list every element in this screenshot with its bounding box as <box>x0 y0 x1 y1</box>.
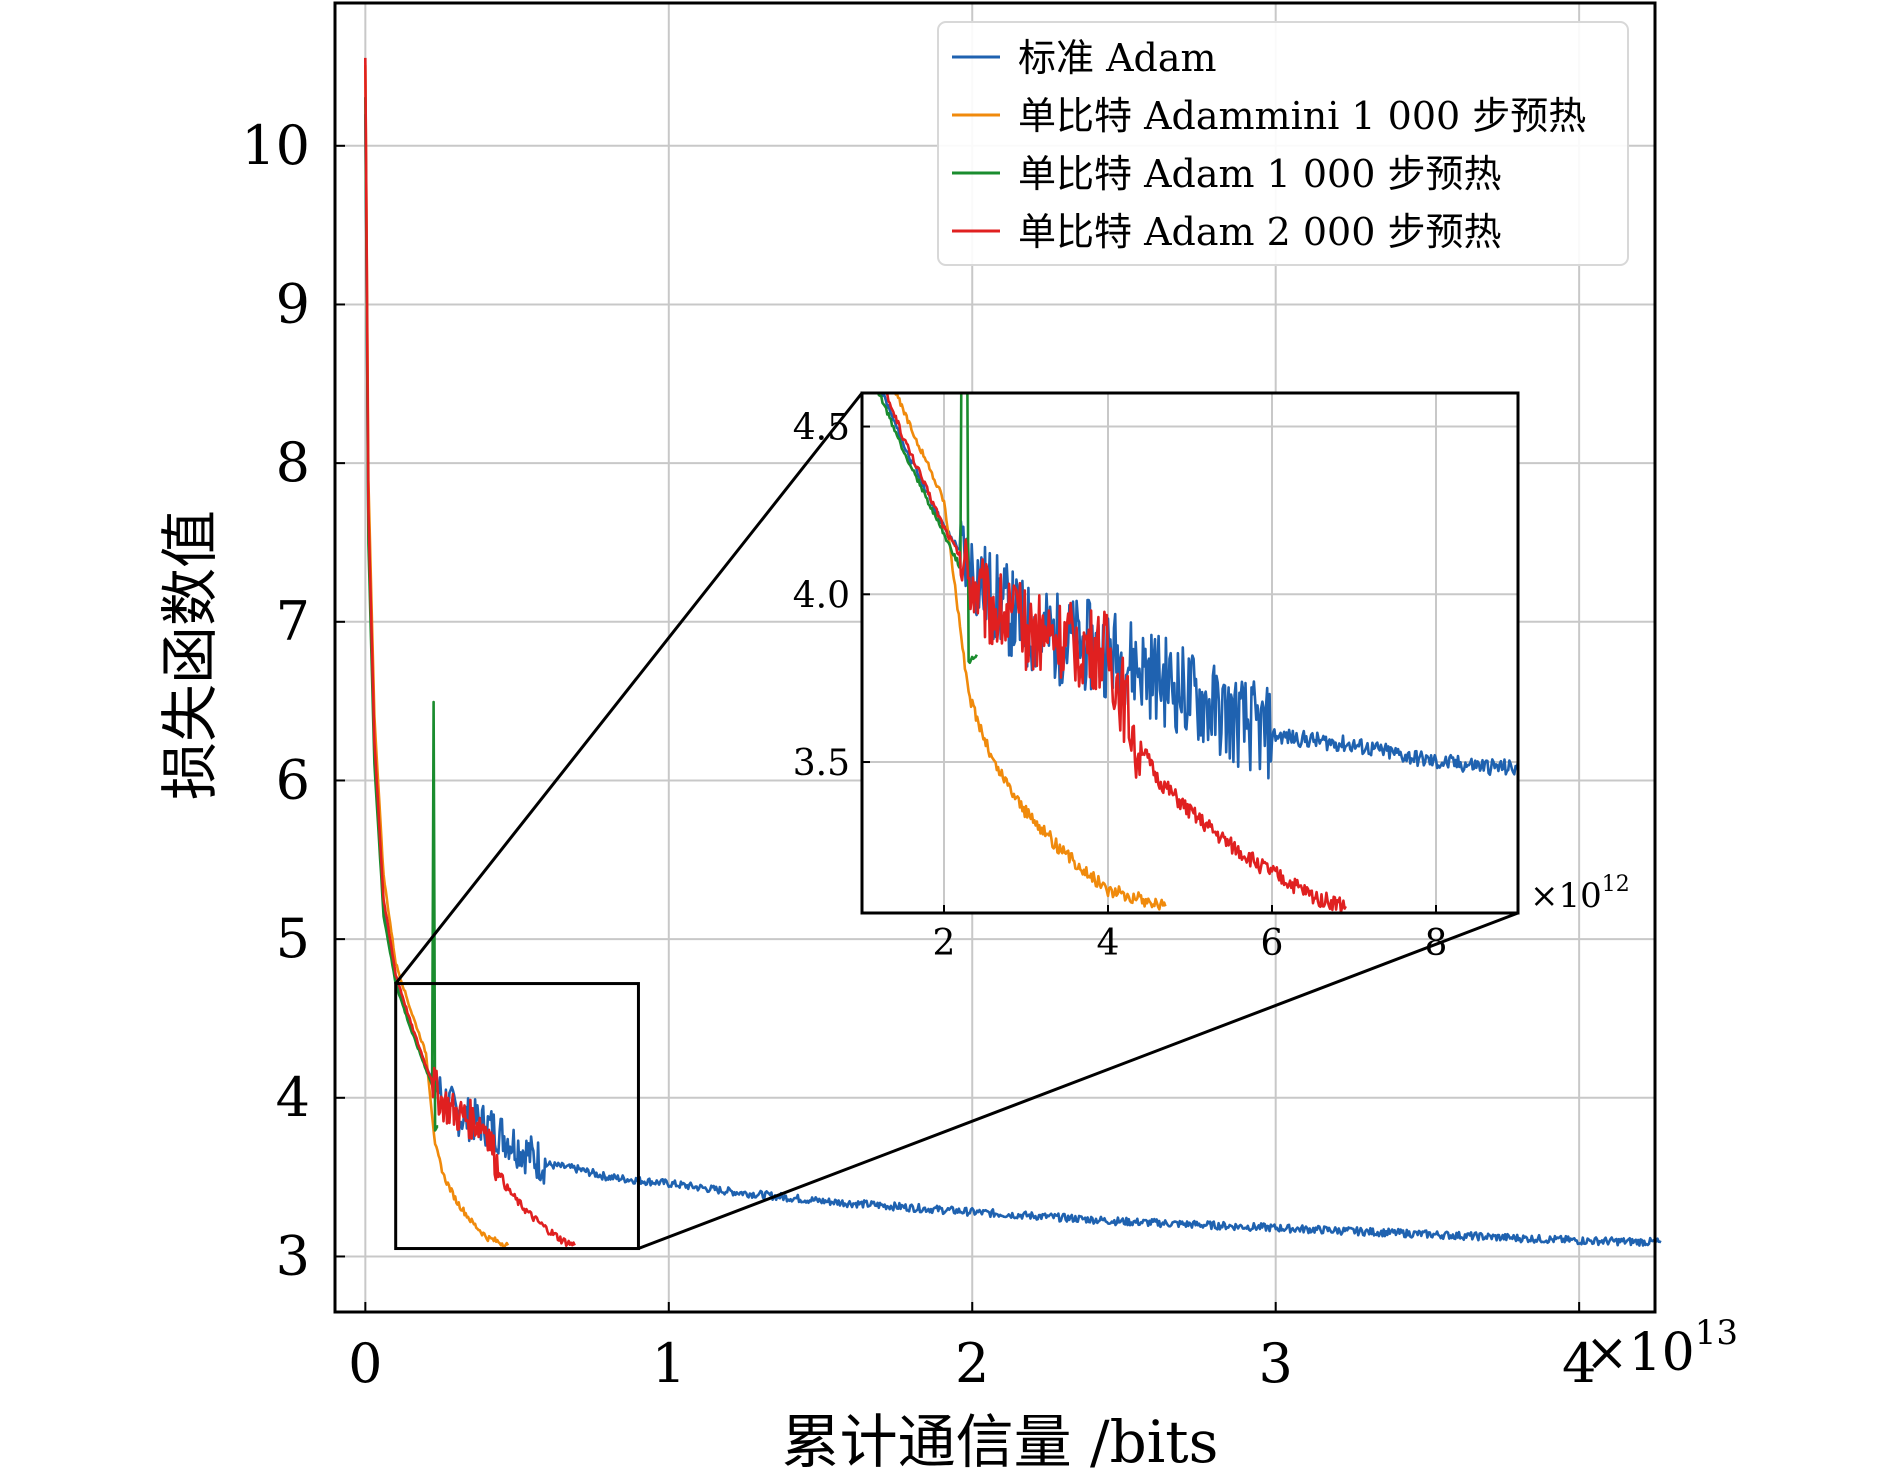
x-tick-label: 4 <box>1562 1332 1596 1395</box>
inset-series-line-adam_1000 <box>876 393 978 665</box>
y-tick-label: 8 <box>276 431 310 494</box>
main-tick-labels: 0 1 2 3 4 3 4 5 6 7 8 9 10 <box>241 114 1596 1395</box>
y-tick-label: 4 <box>276 1066 310 1129</box>
x-multiplier-base: ×10 <box>1585 1323 1695 1383</box>
y-tick-label: 3 <box>276 1224 310 1287</box>
y-tick-label: 5 <box>276 907 310 970</box>
legend-label-adam_2000: 单比特 Adam 2 000 步预热 <box>1018 210 1501 254</box>
inset-background <box>862 393 1518 913</box>
plot-frame <box>333 1 1657 1314</box>
inset-frame <box>860 391 1520 915</box>
zoom-box <box>394 982 640 1251</box>
legend-box <box>937 21 1629 266</box>
inset-x-multiplier: ×1012 <box>1530 872 1630 916</box>
y-tick-label: 10 <box>241 114 310 177</box>
inset-x-tick-label: 4 <box>1097 923 1120 964</box>
inset-series-line-adammini_1000 <box>894 393 1167 911</box>
series-line-adam <box>364 114 1662 1247</box>
y-axis-label: 损失函数值 <box>156 510 224 800</box>
legend-label-adam_1000: 单比特 Adam 1 000 步预热 <box>1018 152 1501 196</box>
inset-multiplier-exponent: 12 <box>1602 872 1630 897</box>
inset-y-tick-label: 4.0 <box>793 575 850 616</box>
zoom-box-group <box>394 392 1519 1251</box>
x-axis-multiplier: ×1013 <box>1585 1313 1738 1383</box>
inset-x-tick-label: 8 <box>1425 923 1448 964</box>
y-tick-label: 7 <box>276 590 310 653</box>
series-line-adammini_1000 <box>364 65 510 1249</box>
series-line-adam_2000 <box>364 57 576 1247</box>
x-tick-label: 1 <box>652 1332 686 1395</box>
inset-y-tick-label: 3.5 <box>793 743 850 784</box>
legend-label-adammini_1000: 单比特 Adammini 1 000 步预热 <box>1018 94 1586 138</box>
zoom-connector-bottom <box>637 911 1519 1250</box>
x-tick-label: 2 <box>955 1332 989 1395</box>
x-tick-label: 3 <box>1259 1332 1293 1395</box>
inset-multiplier-base: ×10 <box>1530 876 1602 916</box>
inset-x-tick-label: 2 <box>933 923 956 964</box>
x-tick-label: 0 <box>348 1332 382 1395</box>
y-tick-label: 6 <box>276 748 310 811</box>
x-multiplier-exponent: 13 <box>1695 1313 1738 1353</box>
y-tick-label: 9 <box>276 272 310 335</box>
inset-series-line-adam_2000 <box>885 393 1347 913</box>
legend-label-adam: 标准 Adam <box>1018 36 1217 80</box>
main-series-group <box>364 57 1662 1249</box>
inset-chart: 2 4 6 8 3.5 4.0 4.5 ×1012 <box>793 391 1630 964</box>
x-axis-label: 累计通信量 /bits <box>782 1408 1219 1469</box>
zoom-connector-top <box>394 392 864 985</box>
inset-y-tick-label: 4.5 <box>793 408 850 449</box>
inset-x-tick-label: 6 <box>1261 923 1284 964</box>
inset-series-group <box>876 393 1518 913</box>
